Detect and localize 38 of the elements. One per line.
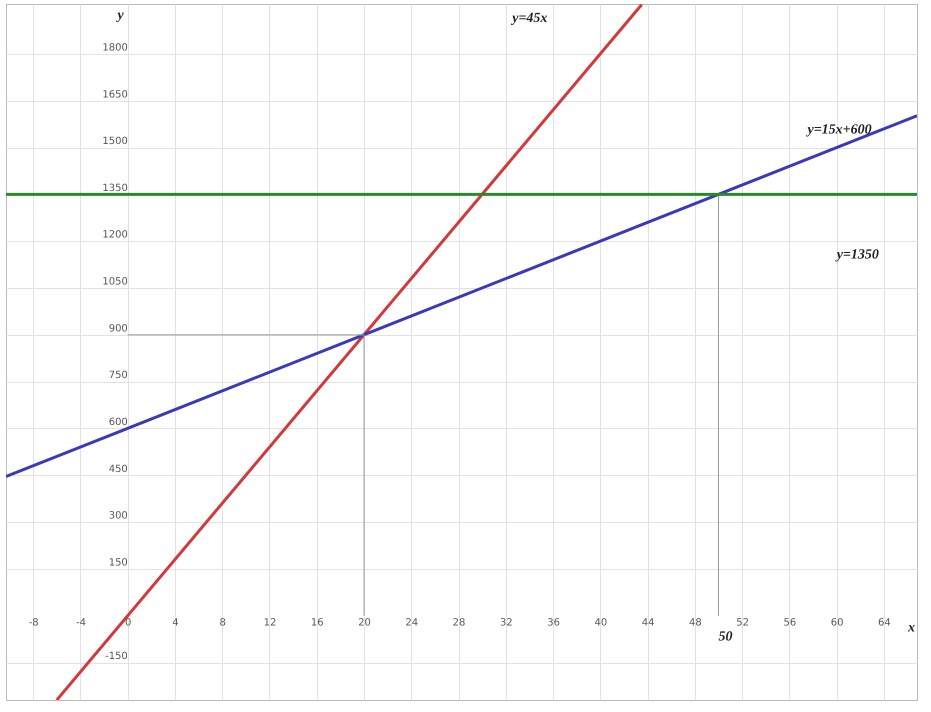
y-tick-label: 150 [108,557,128,568]
y-tick-label: 1350 [102,182,128,194]
y-tick-label: -150 [105,651,128,662]
y-tick-label: 1500 [102,136,128,148]
x-tick-label: 8 [220,617,226,628]
x-tick-label: 52 [736,617,749,628]
x-tick-label: 56 [784,617,796,628]
x-tick-label: 48 [688,617,702,628]
y-tick-label: 1200 [102,230,128,241]
x-tick-label: -8 [28,617,39,628]
x-tick-label: 60 [830,617,844,628]
x-tick-label: 16 [310,617,324,628]
x-tick-label: 20 [358,617,371,628]
x-tick-label: 24 [405,617,418,628]
x-tick-label: 36 [547,617,560,628]
y-tick-label: 900 [108,323,128,334]
annotation: y=15x+600 [805,122,872,138]
x-tick-label: 0 [125,617,132,628]
x-tick-label: -4 [76,617,86,628]
y-tick-label: 750 [108,370,128,382]
annotation: 50 [718,630,732,645]
x-tick-label: 40 [594,617,608,628]
y-tick-label: 1800 [102,42,128,54]
x-tick-label: 4 [172,617,179,628]
x-tick-label: 64 [878,617,891,628]
y-tick-label: 1050 [102,276,128,288]
x-tick-label: 44 [642,617,654,628]
y-tick-label: 600 [108,416,128,428]
x-tick-label: 28 [452,617,466,628]
y-tick-label: 450 [108,464,128,475]
annotation: y=1350 [834,248,879,263]
y-tick-label: 1650 [102,89,128,100]
x-tick-label: 32 [500,617,513,628]
x-tick-label: 12 [264,617,276,628]
y-tick-label: 300 [108,510,128,522]
annotation: y=45x [510,10,548,26]
x-axis-title: x [907,620,915,636]
y-axis-title: y [115,8,124,23]
